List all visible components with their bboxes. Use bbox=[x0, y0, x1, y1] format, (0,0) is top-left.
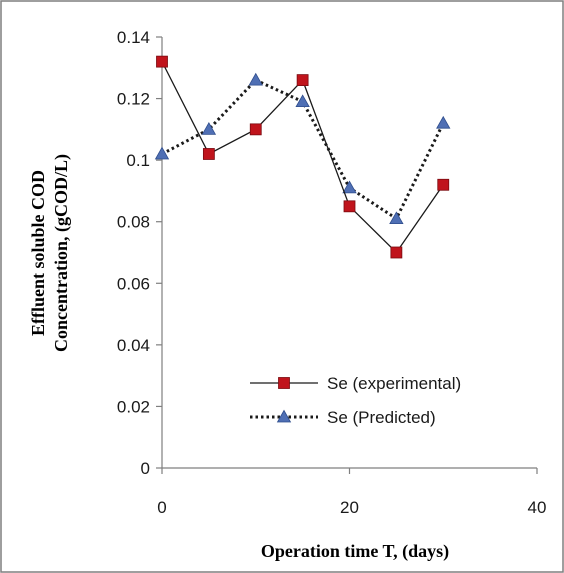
y-tick-label: 0.12 bbox=[117, 90, 150, 109]
data-point bbox=[201, 122, 217, 135]
data-point bbox=[202, 148, 215, 160]
y-tick-label: 0.02 bbox=[117, 397, 150, 416]
legend: Se (experimental) Se (Predicted) bbox=[250, 374, 461, 427]
data-point bbox=[389, 211, 404, 225]
legend-item: Se (experimental) bbox=[250, 374, 461, 393]
data-point bbox=[154, 146, 170, 160]
x-tick-label: 20 bbox=[340, 498, 359, 517]
x-tick-label: 0 bbox=[157, 498, 166, 517]
legend-marker bbox=[276, 409, 292, 423]
y-axis-ticks: 0 0.02 0.04 0.06 0.08 0.1 0.12 0.14 bbox=[117, 28, 162, 478]
legend-marker bbox=[278, 377, 290, 389]
x-tick-label: 40 bbox=[528, 498, 547, 517]
y-tick-label: 0.04 bbox=[117, 336, 150, 355]
data-point bbox=[156, 55, 168, 68]
y-axis-title-line-1: Effluent soluble COD bbox=[28, 170, 48, 336]
legend-label: Se (experimental) bbox=[327, 374, 461, 393]
series-experimental bbox=[156, 55, 450, 259]
y-axis-title-line-2: Concentration, (gCOD/L) bbox=[51, 154, 72, 352]
data-point bbox=[342, 180, 357, 194]
data-point bbox=[249, 123, 262, 136]
y-tick-label: 0 bbox=[141, 459, 150, 478]
y-axis-title: Effluent soluble COD Concentration, (gCO… bbox=[28, 154, 72, 352]
legend-label: Se (Predicted) bbox=[327, 408, 436, 427]
y-tick-label: 0.14 bbox=[117, 28, 150, 47]
data-point bbox=[343, 200, 356, 213]
data-point bbox=[390, 246, 403, 259]
series bbox=[154, 55, 451, 259]
y-tick-label: 0.1 bbox=[126, 151, 150, 170]
x-axis-title: Operation time T, (days) bbox=[261, 541, 449, 562]
x-axis-ticks: 0 20 40 bbox=[157, 468, 546, 517]
data-point bbox=[437, 178, 450, 191]
data-point bbox=[436, 115, 451, 129]
legend-item: Se (Predicted) bbox=[250, 408, 436, 427]
y-tick-label: 0.06 bbox=[117, 274, 150, 293]
y-tick-label: 0.08 bbox=[117, 213, 150, 232]
data-point bbox=[296, 74, 309, 86]
data-point bbox=[248, 72, 263, 86]
series-predicted bbox=[154, 72, 451, 225]
data-point bbox=[295, 94, 310, 108]
